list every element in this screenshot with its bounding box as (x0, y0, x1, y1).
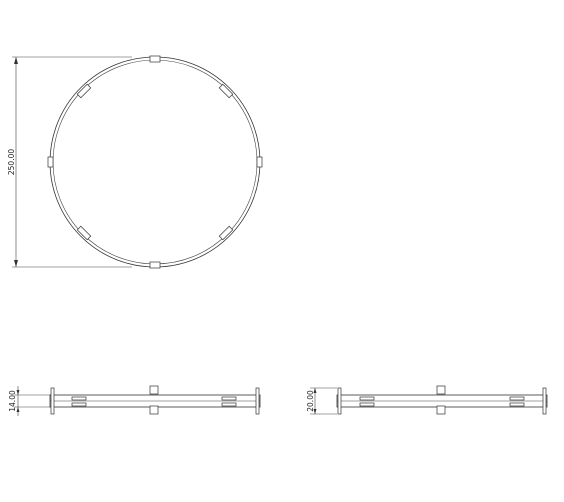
arrow-head-top (14, 57, 18, 64)
arrow-14-top (16, 390, 20, 395)
bracket-top-left (76, 83, 92, 99)
bracket-bottom-right (218, 225, 234, 241)
bracket-right-bottom (509, 402, 525, 407)
diameter-dimension-label: 250.00 (7, 149, 16, 175)
bracket-left-bottom (359, 402, 375, 407)
bracket-right-top (509, 396, 525, 401)
end-post-left (337, 387, 342, 415)
ring-outer-edge (49, 56, 261, 268)
center-tab-top (436, 385, 446, 395)
bracket-right-bottom (221, 402, 237, 407)
height-dimension-label-right: 20.00 (306, 390, 315, 412)
arrow-20-bottom (313, 409, 317, 414)
tab-top (149, 55, 161, 63)
center-tab-bottom (149, 405, 159, 415)
bracket-bottom-left (76, 225, 92, 241)
end-post-right (542, 387, 547, 415)
center-tab-bottom (436, 405, 446, 415)
arrow-14-bottom (16, 407, 20, 412)
tab-bottom (149, 261, 161, 269)
bracket-right-top (221, 396, 237, 401)
arrow-head-bottom (14, 260, 18, 267)
side-view-left: 14.00 (8, 385, 261, 416)
bracket-top-right (218, 83, 234, 99)
end-post-left (50, 387, 55, 415)
tab-left (47, 156, 54, 168)
tab-right (256, 156, 263, 168)
top-view: 250.00 (7, 55, 263, 269)
side-view-right: 20.00 (306, 385, 548, 415)
bracket-left-bottom (71, 402, 87, 407)
center-tab-top (149, 385, 159, 395)
end-post-right (255, 387, 260, 415)
bracket-left-top (359, 396, 375, 401)
arrow-20-top (313, 388, 317, 393)
bracket-left-top (71, 396, 87, 401)
height-dimension-label-left: 14.00 (8, 390, 17, 412)
